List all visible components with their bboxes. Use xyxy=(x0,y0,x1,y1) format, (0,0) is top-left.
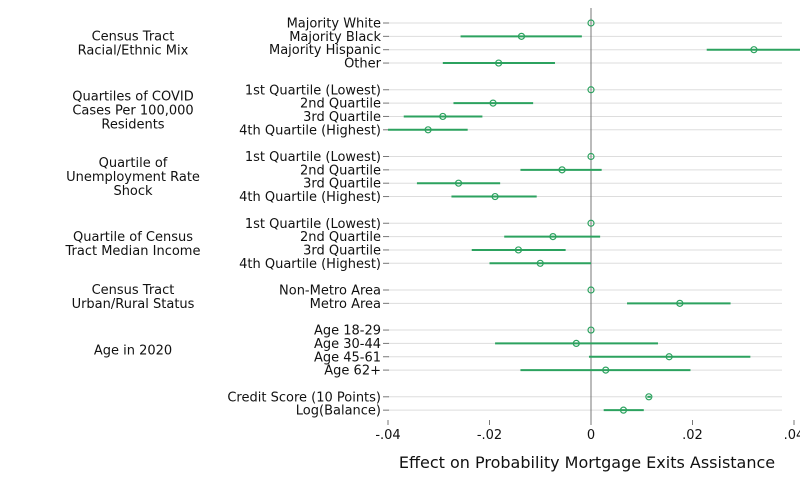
point-estimate xyxy=(495,59,503,67)
point-estimate xyxy=(602,366,610,374)
group-label: Quartile of Census Tract Median Income xyxy=(65,230,201,259)
point-estimate xyxy=(572,339,580,347)
point-estimate xyxy=(587,152,595,161)
x-axis-title: Effect on Probability Mortgage Exits Ass… xyxy=(399,453,775,472)
row-label: 3rd Quartile xyxy=(303,243,381,258)
row-label: 1st Quartile (Lowest) xyxy=(245,83,381,98)
row-label: Majority Hispanic xyxy=(269,43,381,58)
group-label: Age in 2020 xyxy=(94,344,172,359)
row-label: Age 18-29 xyxy=(314,324,381,339)
point-estimate xyxy=(439,112,447,121)
point-estimate xyxy=(536,259,544,267)
x-tick-label: -.02 xyxy=(477,428,502,443)
row-label: 3rd Quartile xyxy=(303,177,381,192)
group-label: Census Tract Racial/Ethnic Mix xyxy=(78,30,189,59)
row-label: 1st Quartile (Lowest) xyxy=(245,150,381,165)
point-estimate xyxy=(587,86,595,94)
point-estimate xyxy=(489,99,497,107)
group-label: Quartiles of COVID Cases Per 100,000 Resid… xyxy=(72,89,194,132)
row-label: 3rd Quartile xyxy=(303,110,381,125)
point-estimate xyxy=(549,233,557,241)
point-estimate xyxy=(517,32,526,40)
row-label: Other xyxy=(344,57,382,72)
point-estimate xyxy=(587,219,595,227)
row-label: Majority White xyxy=(287,17,381,32)
row-label: Non-Metro Area xyxy=(279,284,381,299)
row-label: 2nd Quartile xyxy=(300,230,381,245)
row-label: 2nd Quartile xyxy=(300,163,381,178)
row-label: Age 45-61 xyxy=(314,350,381,365)
point-estimate xyxy=(558,166,566,174)
point-estimate xyxy=(619,406,628,414)
row-label: 4th Quartile (Highest) xyxy=(239,123,381,138)
point-estimate xyxy=(645,393,653,401)
row-label: Credit Score (10 Points) xyxy=(227,390,381,405)
point-estimate xyxy=(750,46,758,54)
x-tick-label: .02 xyxy=(682,428,703,443)
row-label: Majority Black xyxy=(289,30,381,45)
row-label: 1st Quartile (Lowest) xyxy=(245,217,381,232)
row-label: 4th Quartile (Highest) xyxy=(239,257,381,272)
point-estimate xyxy=(454,179,463,187)
group-label: Census Tract Urban/Rural Status xyxy=(72,283,195,312)
x-tick-label: .04 xyxy=(784,428,800,443)
point-estimate xyxy=(587,286,595,294)
x-axis: -.04 -.02 0 .02 .04 xyxy=(375,420,800,443)
row-label: Metro Area xyxy=(310,297,381,312)
x-tick-label: 0 xyxy=(587,428,595,443)
point-estimate xyxy=(514,246,523,254)
row-label: Log(Balance) xyxy=(296,404,381,419)
point-estimate xyxy=(587,326,595,334)
point-estimate xyxy=(665,353,673,361)
row-label: 4th Quartile (Highest) xyxy=(239,190,381,205)
row-label: Age 62+ xyxy=(324,364,381,379)
point-estimate xyxy=(587,19,595,27)
x-tick-label: -.04 xyxy=(375,428,400,443)
row-label: 2nd Quartile xyxy=(300,97,381,112)
estimate-marks xyxy=(388,19,800,414)
grid-lines xyxy=(383,22,782,411)
group-labels: Census Tract Racial/Ethnic Mix Quartiles o… xyxy=(65,30,201,359)
point-estimate xyxy=(676,299,684,307)
point-estimate xyxy=(424,126,432,134)
row-label: Age 30-44 xyxy=(314,337,381,352)
group-label: Quartile of Unemployment Rate Shock xyxy=(66,156,200,199)
point-estimate xyxy=(491,192,499,201)
